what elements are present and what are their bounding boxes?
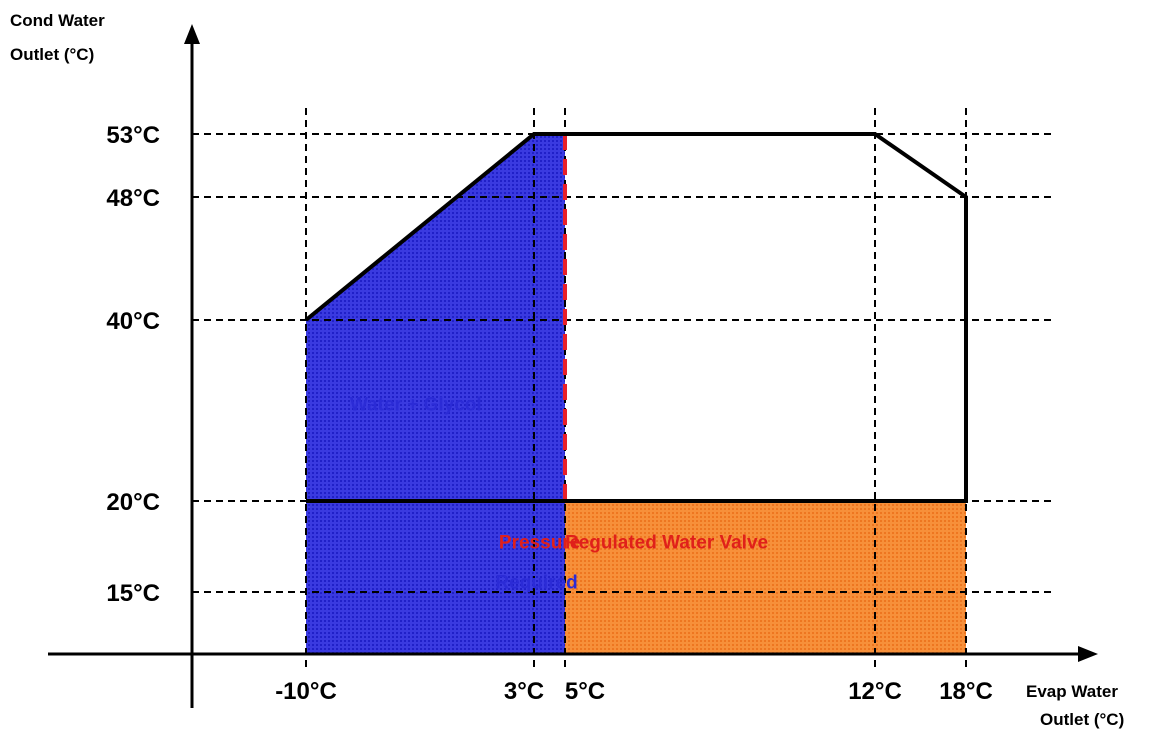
envelope-layer — [304, 132, 968, 503]
region-water-glycol — [306, 134, 565, 654]
x-axis-label-line-1: Evap Water — [1026, 682, 1118, 701]
x-tick-label-3: 12°C — [848, 678, 902, 705]
y-axis-label-line-1: Cond Water — [10, 11, 105, 30]
region-labels-layer: Water + Glycol Regulated Water ValvePress… — [350, 395, 768, 594]
operating-envelope-line — [304, 132, 968, 503]
x-axis-label-line-2: Outlet (°C) — [1040, 710, 1124, 729]
region-regulated-water-valve — [565, 501, 966, 654]
x-tick-label-1: 3°C — [504, 678, 544, 705]
axes-layer — [48, 24, 1098, 708]
region-label-0: Water + Glycol — [350, 395, 482, 416]
regions-layer — [306, 134, 966, 654]
x-tick-label-2: 5°C — [565, 678, 605, 705]
overlay-label-0: Pressure — [499, 532, 580, 553]
red-dashed-boundary — [563, 134, 966, 503]
y-tick-label-0: 53°C — [106, 122, 160, 149]
x-tick-label-0: -10°C — [275, 678, 337, 705]
labels-layer: Cond Water Outlet (°C) Evap Water Outlet… — [10, 11, 1124, 729]
y-axis-arrowhead — [184, 24, 200, 44]
x-axis-arrowhead — [1078, 646, 1098, 662]
y-tick-label-1: 48°C — [106, 185, 160, 212]
ticks-layer: 53°C 48°C 40°C 20°C 15°C -10°C 3°C 5°C 12°C 18°C — [106, 122, 992, 705]
region-label-1: Regulated Water Valve — [565, 532, 768, 553]
y-tick-label-4: 15°C — [106, 580, 160, 607]
overlay-label-1: Required — [495, 572, 577, 593]
x-tick-label-4: 18°C — [939, 678, 993, 705]
y-tick-label-3: 20°C — [106, 489, 160, 516]
y-tick-label-2: 40°C — [106, 308, 160, 335]
y-axis-label-line-2: Outlet (°C) — [10, 45, 94, 64]
